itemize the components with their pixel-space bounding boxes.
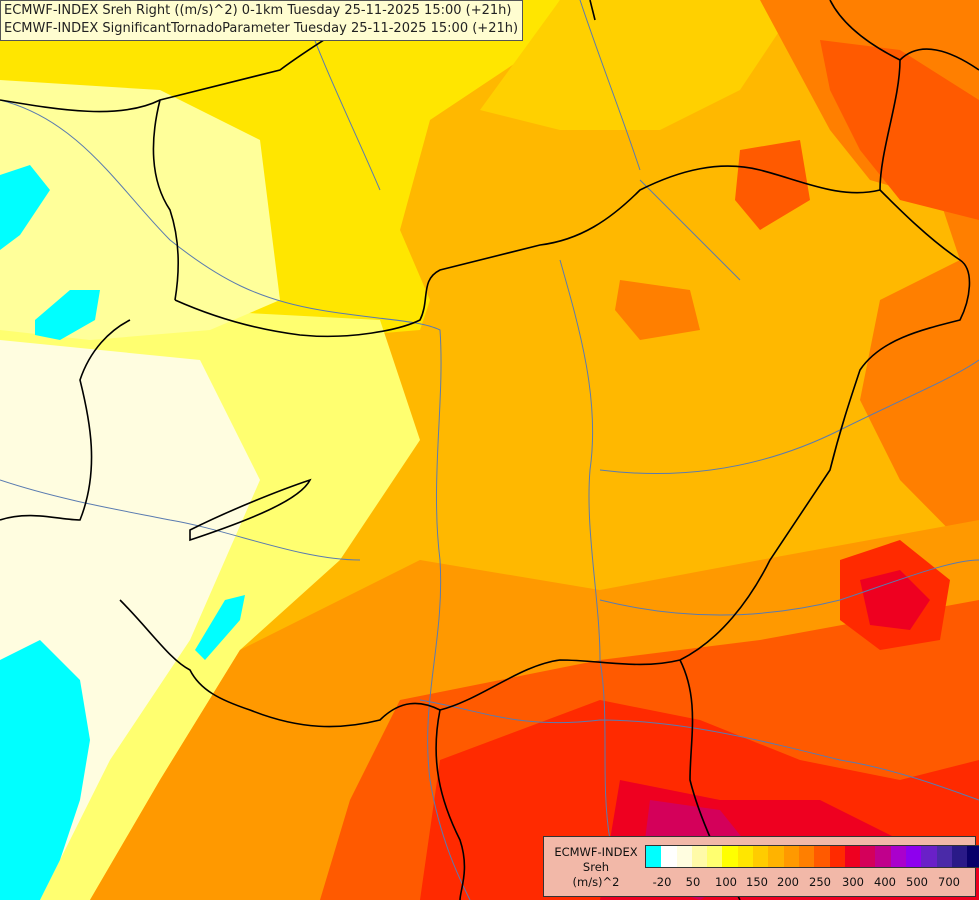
legend-tick-label: 400 — [874, 875, 896, 889]
legend-swatch — [890, 846, 907, 867]
field-zone-gold — [480, 0, 800, 130]
legend-tick-label: 200 — [777, 875, 799, 889]
legend-swatch — [783, 846, 799, 867]
legend-tick-label: 700 — [938, 875, 960, 889]
legend-swatch — [829, 846, 845, 867]
field-zone-negative-lake — [195, 595, 245, 660]
legend-swatch — [737, 846, 754, 867]
legend-tick-label: 150 — [746, 875, 768, 889]
legend-swatch — [661, 846, 677, 867]
legend-swatch — [844, 846, 861, 867]
legend-swatch — [921, 846, 937, 867]
field-zone-negative-sw — [0, 640, 90, 900]
legend-swatch — [722, 846, 738, 867]
field-zone-redorange-ne — [820, 40, 979, 220]
legend-label: ECMWF-INDEX Sreh (m/s)^2 — [550, 845, 642, 890]
legend-swatch — [906, 846, 922, 867]
legend-tick-label: 100 — [715, 875, 737, 889]
legend-tick-label: 50 — [685, 875, 701, 889]
field-zone-paleyellow — [0, 80, 280, 340]
field-zone-crimson-east — [860, 570, 930, 630]
field-zone-negative-w — [35, 290, 100, 340]
color-legend: ECMWF-INDEX Sreh (m/s)^2 -20 50 100 150 200 2… — [543, 836, 979, 897]
legend-unit: (m/s)^2 — [572, 875, 620, 889]
legend-swatch — [753, 846, 769, 867]
field-zone-redorange-north — [735, 140, 810, 230]
legend-swatch — [875, 846, 891, 867]
legend-swatches — [645, 845, 979, 868]
legend-tick-label: -20 — [652, 875, 672, 889]
legend-parameter: Sreh — [582, 860, 610, 874]
legend-swatch — [646, 846, 662, 867]
legend-tick-label: 300 — [842, 875, 864, 889]
map-title-line-2: ECMWF-INDEX SignificantTornadoParameter … — [4, 21, 519, 36]
legend-tick-label: 500 — [906, 875, 928, 889]
legend-swatch — [768, 846, 784, 867]
map-title-line-1: ECMWF-INDEX Sreh Right ((m/s)^2) 0-1km T… — [4, 3, 512, 18]
legend-swatch — [967, 846, 979, 867]
legend-swatch — [860, 846, 876, 867]
legend-swatch — [798, 846, 815, 867]
legend-swatch — [936, 846, 952, 867]
field-zone-orange-center — [615, 280, 700, 340]
legend-swatch — [676, 846, 692, 867]
map-title-box: ECMWF-INDEX Sreh Right ((m/s)^2) 0-1km T… — [0, 0, 524, 41]
legend-tick-label: 250 — [809, 875, 831, 889]
legend-model: ECMWF-INDEX — [554, 845, 638, 859]
legend-swatch — [814, 846, 830, 867]
legend-swatch — [951, 846, 968, 867]
legend-swatch — [707, 846, 723, 867]
field-zone-negative-nw — [0, 165, 50, 250]
legend-swatch — [691, 846, 708, 867]
